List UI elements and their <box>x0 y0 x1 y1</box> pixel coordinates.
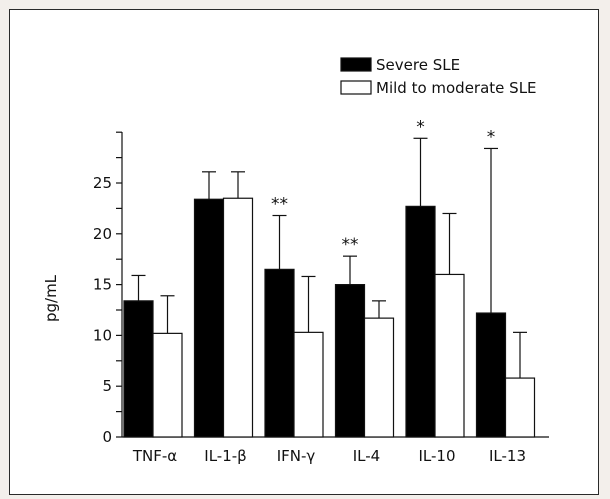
y-tick-label: 10 <box>93 326 112 344</box>
y-tick-label: 25 <box>93 174 112 192</box>
bar-mild <box>152 332 183 438</box>
legend-swatch <box>340 80 372 95</box>
bar-severe <box>475 312 507 438</box>
bars <box>123 197 536 438</box>
significance-annotations: ****** <box>271 117 495 255</box>
y-axis: 0 5 10 15 20 25 <box>93 131 123 446</box>
legend-label: Mild to moderate SLE <box>376 79 537 97</box>
bar-severe <box>334 284 366 438</box>
legend-label: Severe SLE <box>376 56 460 74</box>
bar-mild <box>363 317 395 438</box>
y-tick-label: 15 <box>93 276 112 294</box>
x-axis: TNF-α IL-1-β IFN-γ IL-4 IL-10 IL-13 <box>122 436 549 465</box>
error-bars <box>131 137 527 379</box>
x-tick-label: TNF-α <box>132 447 177 465</box>
significance-marker: * <box>487 127 496 147</box>
x-tick-label: IFN-γ <box>277 447 316 465</box>
legend: Severe SLE Mild to moderate SLE <box>340 56 537 97</box>
bar-mild <box>504 377 536 438</box>
significance-marker: ** <box>271 195 288 215</box>
y-tick-label: 20 <box>93 225 112 243</box>
x-tick-label: IL-4 <box>353 447 380 465</box>
bar-mild <box>434 273 465 438</box>
bar-severe <box>405 205 436 438</box>
bar-mild <box>293 331 324 438</box>
x-tick-label: IL-1-β <box>204 447 246 465</box>
y-tick-label: 5 <box>102 377 112 395</box>
bar-mild <box>222 197 254 438</box>
x-tick-label: IL-10 <box>418 447 455 465</box>
bar-severe <box>123 300 154 438</box>
y-tick-label: 0 <box>102 428 112 446</box>
x-tick-label: IL-13 <box>489 447 526 465</box>
bar-severe <box>193 198 225 438</box>
significance-marker: ** <box>342 235 359 255</box>
significance-marker: * <box>416 117 425 137</box>
legend-swatch <box>340 57 372 72</box>
bar-severe <box>264 268 295 438</box>
y-axis-title: pg/mL <box>42 274 60 322</box>
